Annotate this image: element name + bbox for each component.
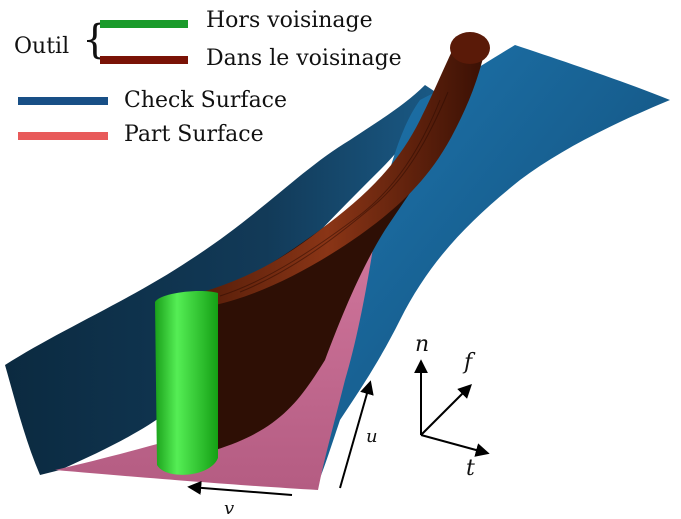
legend-swatch-hors-voisinage bbox=[100, 20, 188, 28]
legend-swatch-part-surface bbox=[18, 132, 108, 140]
v-axis-label: v bbox=[224, 498, 235, 519]
t-axis-arrow bbox=[420, 434, 490, 457]
legend-group-label: Outil bbox=[14, 34, 70, 59]
tool-tube-in-neighborhood bbox=[170, 45, 485, 305]
tool-tube-end-cap bbox=[450, 32, 490, 64]
u-arrow bbox=[339, 380, 374, 489]
check-surface-left bbox=[5, 85, 440, 475]
legend-swatch-check-surface bbox=[18, 97, 108, 105]
f-axis-arrow bbox=[420, 384, 472, 436]
u-axis-label: u bbox=[366, 426, 378, 447]
tool-tube-texture bbox=[219, 91, 449, 297]
tool-out-of-neighborhood bbox=[155, 291, 218, 475]
legend-label-hors-voisinage: Hors voisinage bbox=[206, 8, 373, 33]
legend-label-part-surface: Part Surface bbox=[124, 122, 264, 147]
v-arrow bbox=[187, 480, 293, 496]
n-axis-label: n bbox=[415, 332, 430, 357]
part-surface bbox=[55, 200, 380, 490]
local-frame bbox=[414, 359, 490, 457]
surface-params bbox=[187, 380, 374, 496]
legend-label-check-surface: Check Surface bbox=[124, 88, 288, 113]
f-axis-label: f bbox=[464, 350, 473, 375]
legend-swatch-dans-voisinage bbox=[100, 56, 188, 64]
legend-label-dans-voisinage: Dans le voisinage bbox=[206, 46, 402, 71]
t-axis-label: t bbox=[466, 456, 475, 481]
